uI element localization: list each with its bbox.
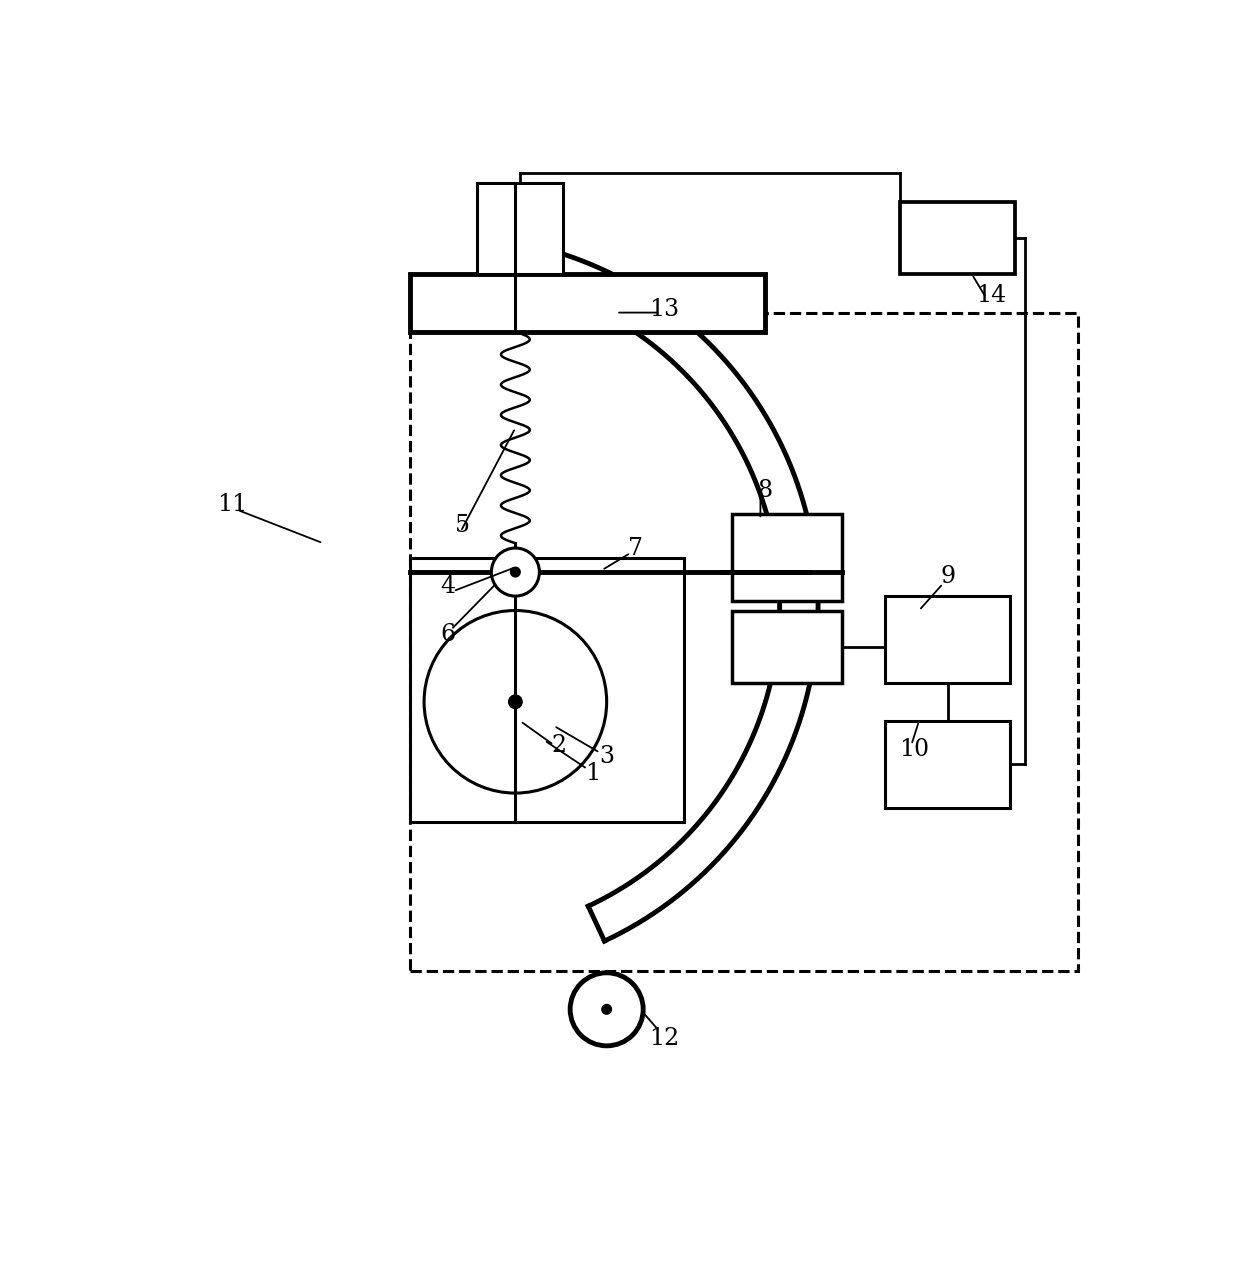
Text: 14: 14: [976, 284, 1006, 306]
Bar: [900, 203, 1016, 275]
Circle shape: [491, 548, 539, 596]
Text: 1: 1: [585, 762, 600, 785]
Bar: [409, 313, 1078, 971]
Text: 9: 9: [940, 566, 955, 589]
Text: 8: 8: [758, 479, 773, 501]
Text: 11: 11: [217, 494, 247, 517]
Circle shape: [508, 695, 522, 709]
Text: 6: 6: [440, 623, 455, 646]
Text: 5: 5: [455, 514, 470, 538]
Text: 3: 3: [599, 746, 614, 768]
Circle shape: [424, 610, 606, 793]
Bar: [885, 596, 1011, 682]
Text: 4: 4: [440, 575, 455, 598]
Text: 2: 2: [551, 733, 567, 757]
Circle shape: [511, 567, 521, 577]
Text: 7: 7: [627, 537, 644, 560]
Circle shape: [570, 972, 644, 1046]
Text: 13: 13: [650, 299, 680, 322]
Bar: [732, 514, 842, 601]
Bar: [732, 610, 842, 682]
Bar: [409, 557, 683, 822]
Bar: [885, 722, 1011, 808]
Bar: [477, 182, 563, 275]
Circle shape: [601, 1004, 611, 1014]
Bar: [409, 275, 765, 332]
Text: 10: 10: [899, 738, 929, 761]
Text: 12: 12: [650, 1027, 680, 1050]
